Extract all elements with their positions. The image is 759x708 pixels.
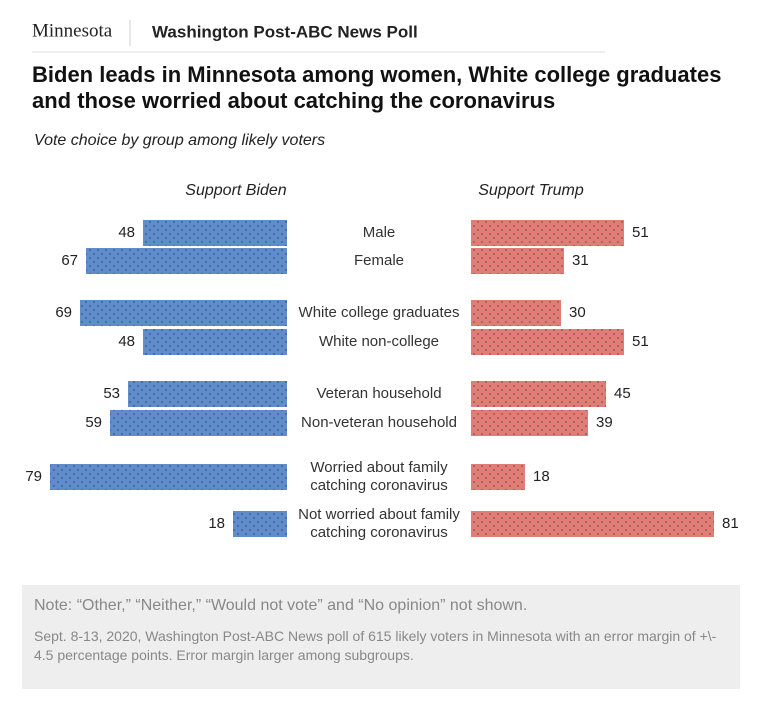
- value-label: 51: [632, 224, 649, 241]
- bar-texture: [471, 220, 624, 246]
- category-label: White college graduates: [298, 304, 460, 321]
- value-label: 45: [614, 385, 631, 402]
- category-box: White non-college: [318, 333, 440, 350]
- category-box: White college graduates: [298, 304, 460, 321]
- bar-texture: [50, 464, 287, 490]
- note: Note: “Other,” “Neither,” “Would not vot…: [34, 597, 528, 614]
- category-box: Female: [353, 252, 405, 269]
- bar-texture: [80, 300, 287, 326]
- title-box: Biden leads in Minnesota among women, Wh…: [32, 62, 722, 113]
- value-label: 48: [118, 224, 135, 241]
- bar-texture: [233, 511, 287, 537]
- bar-texture: [128, 381, 287, 407]
- value-label: 59: [85, 414, 102, 431]
- category-label: Worried about family catching coronaviru…: [310, 459, 448, 494]
- bar-texture: [143, 329, 287, 355]
- category-box: Non-veteran household: [301, 414, 457, 431]
- bar-texture: [110, 410, 287, 436]
- category-label: Non-veteran household: [301, 414, 457, 431]
- category-label: White non-college: [318, 333, 440, 350]
- bar-texture: [471, 248, 564, 274]
- value-label: 69: [55, 304, 72, 321]
- legend-label: Support Trump: [478, 182, 584, 199]
- category-label: Female: [353, 252, 405, 269]
- category-box: Worried about family catching coronaviru…: [310, 459, 448, 494]
- category-label: Male: [362, 224, 396, 241]
- value-label: 53: [103, 385, 120, 402]
- category-label: Veteran household: [316, 385, 442, 402]
- footer: Note: “Other,” “Neither,” “Would not vot…: [22, 585, 740, 689]
- source-name: Washington Post-ABC News Poll: [152, 22, 418, 41]
- category-box: Male: [362, 224, 396, 241]
- value-label: 81: [722, 515, 739, 532]
- bar-texture: [471, 464, 525, 490]
- value-label: 31: [572, 252, 589, 269]
- section-label: Minnesota: [32, 20, 113, 41]
- bar-texture: [471, 410, 588, 436]
- legend-label: Support Biden: [185, 182, 287, 199]
- category-label: Not worried about family catching corona…: [298, 506, 460, 541]
- bar-texture: [471, 511, 714, 537]
- value-label: 39: [596, 414, 613, 431]
- bar-texture: [86, 248, 287, 274]
- value-label: 18: [533, 468, 550, 485]
- bar-texture: [143, 220, 287, 246]
- value-label: 18: [208, 515, 225, 532]
- source: Sept. 8-13, 2020, Washington Post-ABC Ne…: [34, 628, 717, 663]
- bar-texture: [471, 300, 561, 326]
- bar-texture: [471, 329, 624, 355]
- category-box: Veteran household: [316, 385, 442, 402]
- value-label: 30: [569, 304, 586, 321]
- value-label: 67: [61, 252, 78, 269]
- value-label: 48: [118, 333, 135, 350]
- subtitle: Vote choice by group among likely voters: [34, 132, 325, 149]
- value-label: 51: [632, 333, 649, 350]
- chart-title: Biden leads in Minnesota among women, Wh…: [32, 62, 722, 113]
- chart: Minnesota Washington Post-ABC News Poll …: [25, 20, 739, 541]
- bar-texture: [471, 381, 606, 407]
- value-label: 79: [25, 468, 42, 485]
- category-box: Not worried about family catching corona…: [298, 506, 460, 541]
